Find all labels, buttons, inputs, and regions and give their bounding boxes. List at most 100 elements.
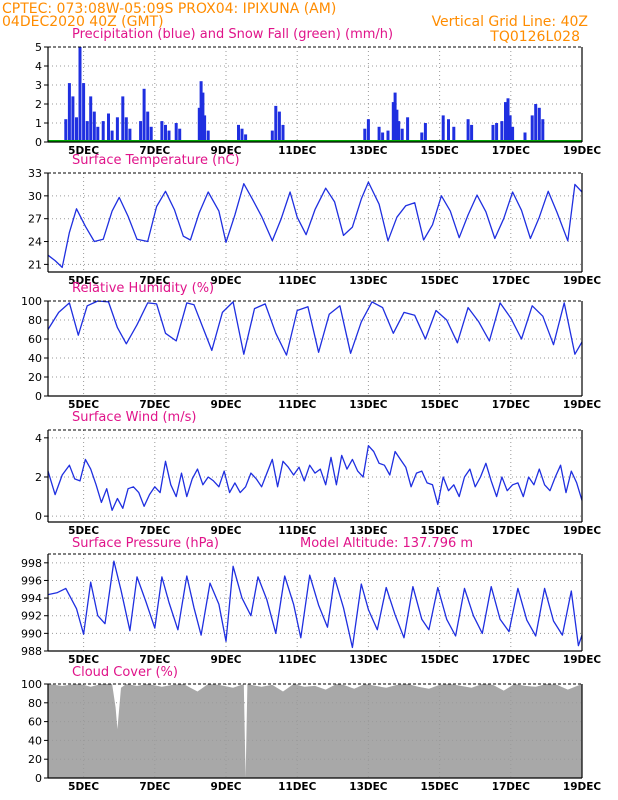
header-run-time: 04DEC2020 40Z (GMT) bbox=[2, 14, 164, 30]
precipitation-bar bbox=[400, 128, 404, 142]
precipitation-bar bbox=[420, 132, 424, 142]
temperature-x-tick-label: 13DEC bbox=[349, 275, 388, 287]
pressure-y-tick-label: 996 bbox=[21, 574, 42, 587]
wind-y-tick-label: 0 bbox=[35, 510, 42, 523]
pressure-x-tick-label: 5DEC bbox=[68, 654, 99, 666]
precipitation-bar bbox=[67, 83, 71, 142]
header-station-line: CPTEC: 073:08W-05:09S PROX04: IPIXUNA (A… bbox=[2, 1, 336, 17]
precipitation-bar bbox=[541, 119, 545, 142]
humidity-x-tick-label: 15DEC bbox=[420, 399, 459, 411]
humidity-line bbox=[47, 300, 583, 356]
wind-x-tick-label: 17DEC bbox=[492, 525, 531, 537]
wind-y-tick-label: 4 bbox=[35, 432, 42, 445]
precipitation-bar bbox=[89, 96, 93, 142]
precipitation-bar bbox=[397, 121, 401, 142]
precipitation-bar bbox=[395, 109, 399, 142]
pressure-x-tick-label: 15DEC bbox=[420, 654, 459, 666]
precipitation-bar bbox=[406, 117, 410, 142]
header-model-code: TQ0126L028 bbox=[489, 29, 580, 45]
precipitation-bar bbox=[203, 115, 207, 142]
cloud-cover-x-tick-label: 7DEC bbox=[139, 781, 170, 793]
precipitation-bar bbox=[277, 111, 281, 142]
pressure-y-tick-label: 998 bbox=[21, 557, 42, 570]
precipitation-bar bbox=[96, 126, 100, 142]
precipitation-bar bbox=[124, 117, 128, 142]
temperature-panel: 5DEC 7DEC 9DEC 11DEC 13DEC 15DEC 17DEC 19DEC 33 3… bbox=[28, 153, 601, 287]
precipitation-bar bbox=[146, 111, 150, 142]
precipitation-bar bbox=[504, 102, 507, 142]
precipitation-bar bbox=[121, 96, 125, 142]
cloud-cover-y-tick-label: 100 bbox=[21, 678, 42, 691]
temperature-y-tick-label: 27 bbox=[28, 213, 42, 226]
meteogram-panels: 5DEC 7DEC 9DEC 11DEC 13DEC 15DEC 17DEC 19DEC543… bbox=[21, 27, 601, 793]
precipitation-bar bbox=[206, 130, 210, 142]
humidity-y-tick-label: 80 bbox=[28, 314, 42, 327]
precipitation-bar bbox=[447, 119, 450, 142]
precipitation-y-tick-label: 4 bbox=[35, 60, 42, 73]
header: CPTEC: 073:08W-05:09S PROX04: IPIXUNA (A… bbox=[2, 1, 588, 45]
precipitation-bar bbox=[237, 124, 240, 142]
precipitation-bar bbox=[363, 128, 367, 142]
precipitation-y-tick-label: 1 bbox=[35, 117, 42, 130]
pressure-x-tick-label: 13DEC bbox=[349, 654, 388, 666]
wind-panel: 5DEC 7DEC 9DEC 11DEC 13DEC 15DEC 17DEC 19DEC 4 2 0… bbox=[35, 410, 601, 537]
cloud-cover-title: Cloud Cover (%) bbox=[72, 665, 178, 680]
precipitation-bar bbox=[523, 132, 527, 142]
humidity-x-tick-label: 11DEC bbox=[278, 399, 317, 411]
precipitation-y-tick-label: 0 bbox=[35, 136, 42, 149]
pressure-y-tick-label: 994 bbox=[21, 592, 42, 605]
precipitation-x-tick-label: 19DEC bbox=[563, 145, 602, 157]
wind-x-tick-label: 7DEC bbox=[139, 525, 170, 537]
precipitation-y-tick-label: 2 bbox=[35, 98, 42, 111]
humidity-x-tick-label: 13DEC bbox=[349, 399, 388, 411]
precipitation-y-tick-label: 3 bbox=[35, 79, 42, 92]
temperature-x-tick-label: 17DEC bbox=[492, 275, 531, 287]
humidity-y-tick-label: 100 bbox=[21, 295, 42, 308]
humidity-x-tick-label: 7DEC bbox=[139, 399, 170, 411]
wind-title: Surface Wind (m/s) bbox=[72, 410, 196, 425]
pressure-panel: 5DEC 7DEC 9DEC 11DEC 13DEC 15DEC 17DEC 19DEC 998… bbox=[21, 536, 601, 666]
precipitation-bar bbox=[391, 102, 395, 142]
precipitation-bar bbox=[142, 88, 146, 142]
precipitation-bar bbox=[82, 83, 86, 142]
precipitation-bar bbox=[393, 92, 397, 142]
precipitation-bar bbox=[164, 124, 167, 142]
precipitation-x-tick-label: 7DEC bbox=[139, 145, 170, 157]
precipitation-bar bbox=[101, 121, 105, 142]
precipitation-bar bbox=[423, 123, 427, 142]
cloud-cover-x-tick-label: 11DEC bbox=[278, 781, 317, 793]
precipitation-bar bbox=[92, 111, 96, 142]
cloud-cover-area bbox=[48, 684, 582, 778]
cloud-cover-x-tick-label: 9DEC bbox=[211, 781, 242, 793]
wind-y-tick-label: 2 bbox=[35, 471, 42, 484]
humidity-y-tick-label: 0 bbox=[35, 390, 42, 403]
precipitation-bar bbox=[466, 119, 470, 142]
precipitation-title: Precipitation (blue) and Snow Fall (gree… bbox=[72, 27, 393, 42]
precipitation-bar bbox=[381, 132, 385, 142]
humidity-x-tick-label: 17DEC bbox=[492, 399, 531, 411]
wind-x-tick-label: 13DEC bbox=[349, 525, 388, 537]
pressure-y-tick-label: 992 bbox=[21, 610, 42, 623]
precipitation-bar bbox=[366, 119, 370, 142]
precipitation-x-tick-label: 5DEC bbox=[68, 145, 99, 157]
precipitation-bar bbox=[167, 130, 171, 142]
precipitation-bar bbox=[107, 113, 110, 142]
pressure-y-tick-label: 988 bbox=[21, 645, 42, 658]
pressure-x-tick-label: 19DEC bbox=[563, 654, 602, 666]
precipitation-bar bbox=[139, 121, 143, 142]
precipitation-bar bbox=[508, 115, 512, 142]
temperature-x-tick-label: 7DEC bbox=[139, 275, 170, 287]
precipitation-bar bbox=[128, 128, 132, 142]
pressure-x-tick-label: 11DEC bbox=[278, 654, 317, 666]
pressure-y-tick-label: 990 bbox=[21, 627, 42, 640]
cloud-cover-panel: 5DEC 7DEC 9DEC 11DEC 13DEC 15DEC 17DEC 19DEC 100… bbox=[21, 665, 601, 793]
precipitation-bar bbox=[530, 115, 534, 142]
precipitation-bar bbox=[470, 124, 474, 142]
temperature-y-tick-label: 33 bbox=[28, 167, 42, 180]
precipitation-x-tick-label: 15DEC bbox=[420, 145, 459, 157]
precipitation-bar bbox=[495, 123, 499, 142]
humidity-title: Relative Humidity (%) bbox=[72, 281, 214, 296]
precipitation-bar bbox=[240, 128, 244, 142]
humidity-x-tick-label: 5DEC bbox=[68, 399, 99, 411]
